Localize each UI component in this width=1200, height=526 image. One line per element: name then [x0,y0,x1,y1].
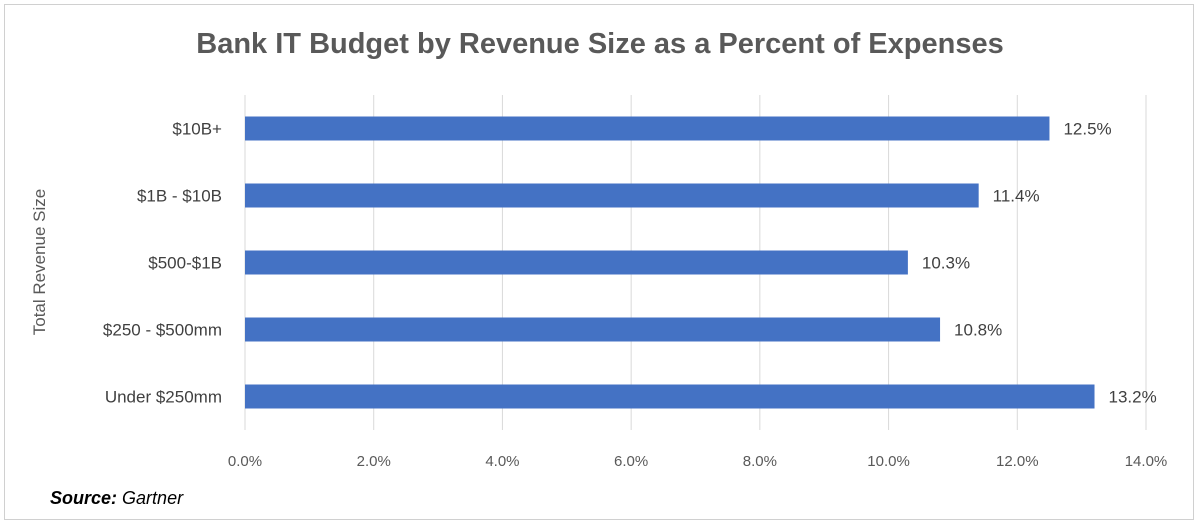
category-label: $10B+ [172,120,222,139]
category-label: $250 - $500mm [103,321,222,340]
source-note: Source: Gartner [50,488,183,509]
x-tick-label: 12.0% [996,453,1039,470]
source-text: Gartner [122,488,184,508]
data-label: 12.5% [1063,120,1111,139]
data-label: 13.2% [1109,388,1157,407]
bar [245,183,979,208]
data-label: 11.4% [993,187,1040,206]
source-label: Source: [50,488,118,508]
bar [245,384,1095,409]
x-tick-label: 10.0% [867,453,910,470]
x-tick-label: 14.0% [1125,453,1168,470]
data-label: 10.3% [922,254,970,273]
category-label: Under $250mm [105,388,222,407]
category-label: $500-$1B [148,254,222,273]
data-label: 10.8% [954,321,1002,340]
x-tick-label: 6.0% [614,453,648,470]
x-tick-label: 8.0% [743,453,777,470]
category-label: $1B - $10B [137,187,222,206]
x-tick-label: 0.0% [228,453,262,470]
bar [245,250,908,275]
bar [245,317,941,342]
x-tick-label: 4.0% [485,453,519,470]
x-tick-label: 2.0% [357,453,391,470]
bar [245,116,1050,141]
chart-title: Bank IT Budget by Revenue Size as a Perc… [196,28,1004,60]
